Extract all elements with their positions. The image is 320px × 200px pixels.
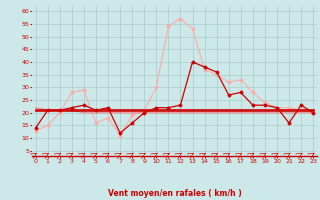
Text: Vent moyen/en rafales ( km/h ): Vent moyen/en rafales ( km/h ) [108,189,241,198]
